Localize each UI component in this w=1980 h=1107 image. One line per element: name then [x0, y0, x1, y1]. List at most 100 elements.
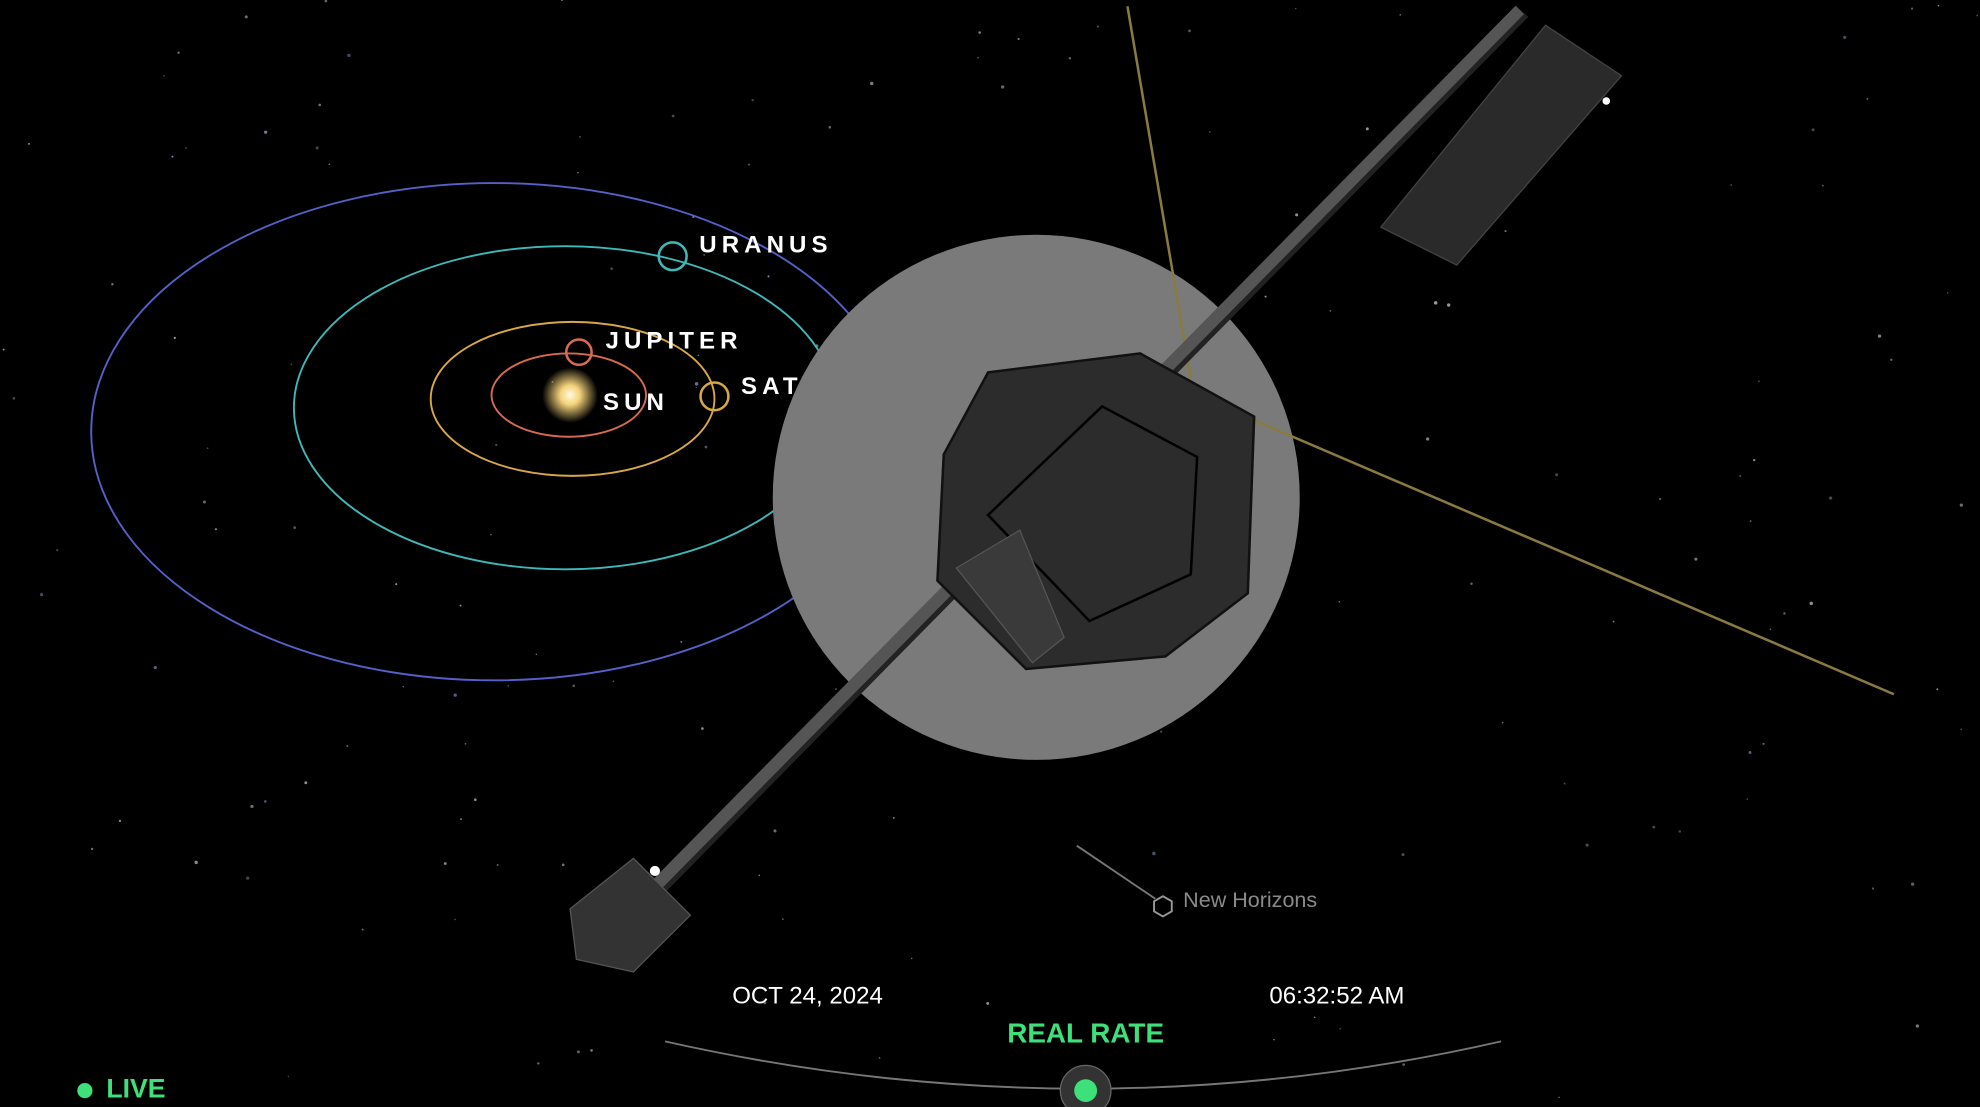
star: [171, 156, 173, 158]
date[interactable]: OCT 24, 2024: [732, 983, 883, 1010]
star: [1426, 437, 1429, 440]
star: [497, 864, 499, 866]
star: [1678, 830, 1681, 833]
star: [1338, 601, 1340, 603]
star: [1872, 887, 1874, 889]
star: [1747, 798, 1748, 799]
planet-label[interactable]: JUPITER: [606, 327, 743, 354]
star: [1586, 844, 1589, 847]
star: [465, 743, 467, 745]
star: [870, 82, 873, 85]
star: [403, 686, 405, 688]
star: [1938, 5, 1939, 6]
star: [1916, 1024, 1919, 1027]
star: [111, 283, 113, 285]
rate[interactable]: REAL RATE: [1007, 1017, 1164, 1048]
star: [215, 528, 217, 530]
star: [768, 275, 770, 277]
star: [1652, 826, 1655, 829]
star: [773, 829, 776, 832]
star: [91, 848, 93, 850]
star: [288, 1076, 289, 1077]
star: [1366, 127, 1369, 130]
planet-label[interactable]: URANUS: [699, 232, 832, 259]
planet-label[interactable]: SUN: [603, 389, 669, 416]
star: [1936, 688, 1938, 690]
star: [1659, 498, 1661, 500]
star: [40, 593, 43, 596]
star: [245, 15, 248, 18]
star: [1339, 1028, 1341, 1030]
sun[interactable]: [542, 367, 598, 423]
star: [1878, 334, 1881, 337]
star: [454, 919, 456, 921]
star: [828, 126, 831, 129]
star: [835, 688, 837, 690]
star: [460, 818, 462, 820]
star: [1399, 14, 1401, 16]
star: [495, 444, 497, 446]
star: [1812, 128, 1815, 131]
star: [454, 694, 457, 697]
star: [1097, 26, 1099, 28]
time[interactable]: 06:32:52 AM: [1269, 983, 1404, 1010]
star: [579, 136, 581, 138]
star: [1809, 602, 1813, 606]
star: [318, 104, 321, 107]
star: [1152, 852, 1155, 855]
star: [13, 397, 16, 400]
star: [672, 115, 675, 118]
star: [1947, 292, 1948, 293]
star: [1558, 1097, 1560, 1099]
star: [1564, 783, 1566, 785]
star: [1402, 1063, 1405, 1066]
star: [1160, 730, 1162, 732]
light: [1602, 97, 1610, 105]
star: [751, 99, 753, 101]
star: [911, 958, 913, 960]
star: [1960, 503, 1963, 506]
rate-knob[interactable]: [1074, 1079, 1097, 1102]
star: [536, 654, 537, 655]
star: [1069, 57, 1071, 59]
star: [1911, 882, 1914, 885]
star: [610, 267, 612, 269]
star: [174, 337, 176, 339]
star: [177, 52, 179, 54]
star: [1265, 296, 1267, 298]
live-button[interactable]: LIVE: [106, 1074, 165, 1104]
star: [758, 875, 760, 877]
star: [362, 929, 364, 931]
star: [1447, 303, 1450, 306]
star: [1502, 722, 1504, 724]
star: [1758, 380, 1760, 382]
page: {"scene":{"planets":[{"label":"URANUS"},…: [0, 0, 1980, 1107]
star: [264, 131, 267, 134]
star: [1273, 1039, 1274, 1040]
star: [1960, 729, 1962, 731]
star: [163, 75, 165, 77]
star: [1402, 853, 1405, 856]
star: [1188, 30, 1191, 33]
star: [1911, 7, 1913, 9]
star: [293, 526, 296, 529]
star: [1829, 496, 1832, 499]
spacecraft-label[interactable]: New Horizons: [1183, 888, 1317, 912]
star: [782, 918, 784, 920]
star: [250, 805, 253, 808]
star: [1750, 520, 1752, 522]
star: [977, 57, 979, 59]
star: [444, 862, 447, 865]
star: [316, 146, 319, 149]
star: [346, 745, 348, 747]
star: [1843, 36, 1846, 39]
star: [1694, 558, 1697, 561]
star: [395, 583, 397, 585]
star: [695, 382, 698, 385]
light: [650, 866, 660, 876]
star: [1613, 621, 1615, 623]
star: [3, 349, 5, 351]
star: [701, 727, 704, 730]
star: [1295, 8, 1296, 9]
star: [680, 641, 682, 643]
